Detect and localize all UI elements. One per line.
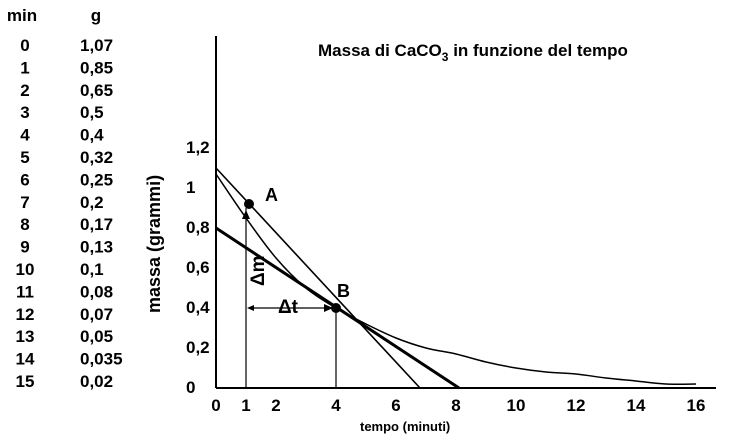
x-tick-label: 2 (271, 396, 280, 415)
x-tick-label: 0 (211, 396, 220, 415)
x-tick-label: 4 (331, 396, 341, 415)
delta-t-arrowhead (324, 304, 333, 312)
table-cell-min: 8 (20, 215, 29, 234)
table-cell-g: 0,2 (80, 193, 104, 212)
delta-t-tail (247, 305, 254, 311)
y-tick-label: 0,4 (186, 298, 210, 317)
table-cell-min: 14 (16, 350, 35, 369)
delta-m-label: Δm (248, 255, 269, 286)
table-cell-min: 12 (16, 305, 35, 324)
table-cell-g: 0,035 (80, 350, 123, 369)
table-cell-min: 5 (20, 148, 29, 167)
data-table: min g 0 1,07 1 0,85 2 0,65 3 0,5 4 0,4 5 0,32 6 0,25 7 0,… (7, 6, 123, 391)
table-cell-min: 13 (16, 327, 35, 346)
table-cell-min: 0 (20, 36, 29, 55)
x-tick-label: 10 (507, 396, 526, 415)
table-cell-g: 0,1 (80, 260, 104, 279)
table-cell-g: 0,07 (80, 305, 113, 324)
point-label-a: A (265, 185, 278, 205)
table-cell-g: 0,32 (80, 148, 113, 167)
y-tick-label: 1,2 (186, 138, 210, 157)
table-cell-min: 15 (16, 372, 35, 391)
table-cell-g: 0,25 (80, 170, 113, 189)
table-cell-min: 2 (20, 81, 29, 100)
y-axis-label: massa (grammi) (144, 175, 164, 313)
table-cell-min: 11 (16, 282, 34, 301)
x-tick-label: 1 (241, 396, 250, 415)
x-tick-label: 6 (391, 396, 400, 415)
table-header-g: g (91, 6, 101, 25)
delta-t-label: Δt (278, 297, 299, 318)
data-curve (215, 173, 697, 385)
table-cell-g: 0,08 (80, 282, 113, 301)
table-cell-g: 0,4 (80, 126, 104, 145)
table-cell-g: 0,02 (80, 372, 113, 391)
x-tick-label: 14 (627, 396, 646, 415)
x-tick-label: 12 (567, 396, 586, 415)
table-cell-g: 0,65 (80, 81, 113, 100)
table-cell-g: 1,07 (80, 36, 113, 55)
table-cell-min: 7 (20, 193, 29, 212)
table-cell-min: 9 (20, 238, 29, 257)
point-label-b: B (337, 281, 350, 301)
table-cell-g: 0,5 (80, 103, 104, 122)
table-cell-g: 0,17 (80, 215, 113, 234)
plot-area: A B Δm Δt (215, 167, 697, 390)
y-tick-label: 0,8 (186, 218, 210, 237)
delta-m-arrowhead (242, 210, 250, 219)
table-cell-min: 10 (16, 260, 35, 279)
table-cell-min: 3 (20, 103, 29, 122)
x-axis-label: tempo (minuti) (360, 419, 450, 434)
chart-title: Massa di CaCO3 in funzione del tempo (318, 41, 628, 64)
x-tick-label: 16 (687, 396, 706, 415)
table-cell-g: 0,85 (80, 58, 113, 77)
table-cell-min: 4 (20, 126, 30, 145)
x-tick-label: 8 (451, 396, 460, 415)
point-b (331, 303, 341, 313)
y-tick-label: 0,2 (186, 338, 210, 357)
y-tick-label: 0,6 (186, 258, 210, 277)
table-cell-min: 1 (20, 58, 29, 77)
table-cell-g: 0,05 (80, 327, 113, 346)
y-tick-label: 1 (186, 178, 195, 197)
y-tick-label: 0 (186, 378, 195, 397)
table-header-min: min (7, 6, 37, 25)
table-cell-g: 0,13 (80, 238, 113, 257)
table-cell-min: 6 (20, 170, 29, 189)
point-a (244, 199, 254, 209)
